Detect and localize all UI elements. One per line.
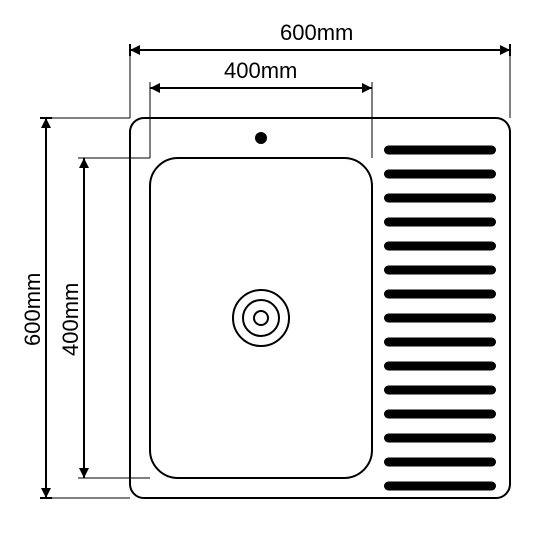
- groove: [384, 458, 496, 467]
- groove: [384, 266, 496, 275]
- arrow-icon: [41, 488, 51, 498]
- groove: [384, 338, 496, 347]
- groove: [384, 290, 496, 299]
- arrow-icon: [150, 83, 160, 93]
- label-outer-height: 600mm: [20, 273, 46, 346]
- groove: [384, 314, 496, 323]
- arrow-icon: [79, 468, 89, 478]
- label-bowl-width: 400mm: [224, 58, 297, 84]
- arrow-icon: [130, 45, 140, 55]
- groove: [384, 194, 496, 203]
- drain-inner: [254, 311, 268, 325]
- groove: [384, 410, 496, 419]
- groove: [384, 362, 496, 371]
- bowl: [150, 158, 372, 478]
- groove: [384, 242, 496, 251]
- drain-mid: [243, 300, 279, 336]
- groove: [384, 146, 496, 155]
- groove: [384, 218, 496, 227]
- groove: [384, 170, 496, 179]
- arrow-icon: [500, 45, 510, 55]
- groove: [384, 434, 496, 443]
- arrow-icon: [362, 83, 372, 93]
- label-bowl-height: 400mm: [58, 283, 84, 356]
- label-outer-width: 600mm: [280, 20, 353, 46]
- groove: [384, 482, 496, 491]
- arrow-icon: [79, 158, 89, 168]
- faucet-hole: [256, 133, 266, 143]
- arrow-icon: [41, 118, 51, 128]
- drain-outer: [233, 290, 289, 346]
- groove: [384, 386, 496, 395]
